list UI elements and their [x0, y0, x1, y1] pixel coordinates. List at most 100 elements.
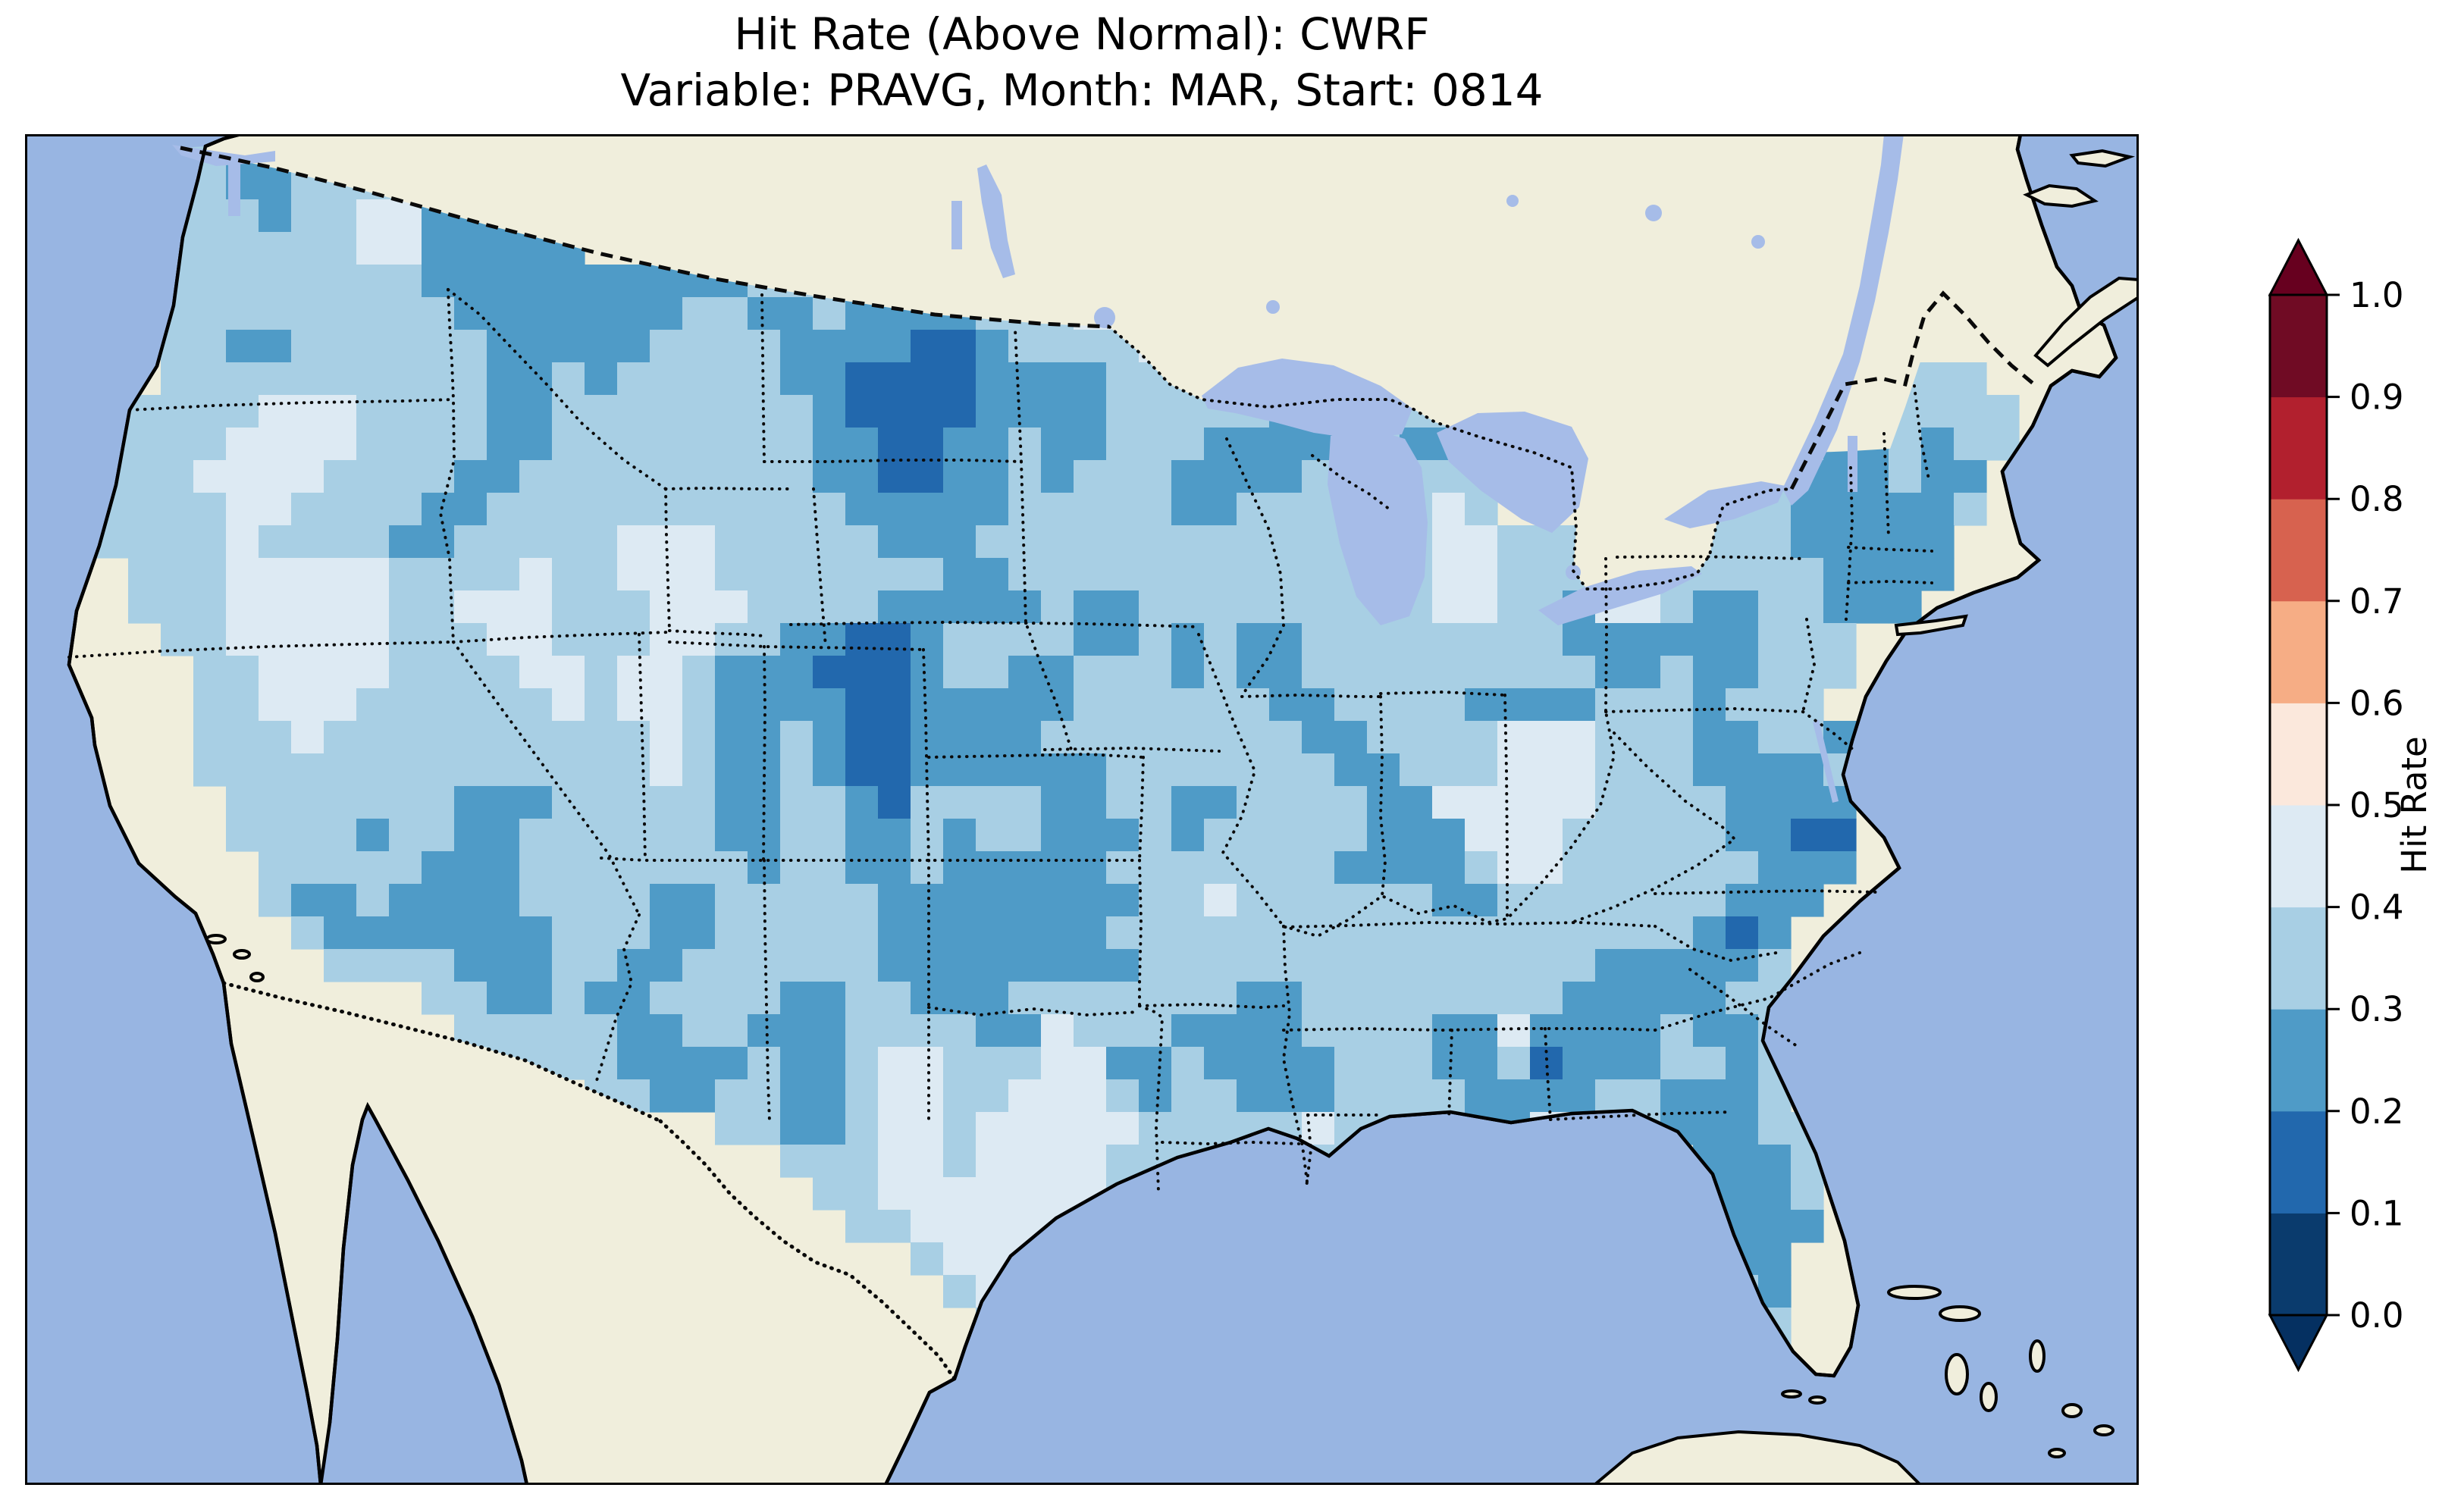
heatmap-cell	[324, 525, 357, 559]
heatmap-cell	[650, 395, 683, 428]
heatmap-cell	[324, 199, 357, 233]
heatmap-cell	[324, 297, 357, 330]
heatmap-cell	[1041, 330, 1074, 363]
heatmap-cell	[1400, 949, 1433, 982]
heatmap-cell	[748, 493, 781, 526]
heatmap-cell	[682, 721, 716, 754]
heatmap-cell	[1726, 949, 1759, 982]
heatmap-cell	[1171, 1079, 1205, 1113]
heatmap-cell	[1041, 590, 1074, 624]
heatmap-cell	[1530, 525, 1563, 559]
heatmap-cell	[1595, 623, 1629, 656]
heatmap-cell	[1497, 721, 1531, 754]
heatmap-cell	[585, 590, 618, 624]
heatmap-cell	[878, 1014, 911, 1048]
heatmap-cell	[911, 1145, 944, 1178]
andros	[1945, 1353, 1969, 1395]
bahama-island	[2048, 1448, 2066, 1458]
heatmap-cell	[291, 265, 324, 298]
heatmap-cell	[1237, 1047, 1270, 1080]
heatmap-cell	[1237, 884, 1270, 917]
heatmap-cell	[1563, 753, 1596, 787]
heatmap-cell	[1563, 623, 1596, 656]
heatmap-cell	[1269, 1047, 1303, 1080]
heatmap-cell	[1595, 949, 1629, 982]
heatmap-cell	[878, 362, 911, 396]
heatmap-cell	[1726, 884, 1759, 917]
heatmap-cell	[356, 525, 390, 559]
heatmap-cell	[1497, 1079, 1531, 1113]
heatmap-cell	[878, 688, 911, 722]
heatmap-cell	[878, 656, 911, 689]
heatmap-cell	[389, 721, 422, 754]
heatmap-cell	[585, 297, 618, 330]
heatmap-cell	[422, 753, 455, 787]
heatmap-cell	[878, 330, 911, 363]
heatmap-cell	[389, 590, 422, 624]
heatmap-cell	[1497, 982, 1531, 1015]
heatmap-cell	[1008, 819, 1042, 852]
heatmap-cell	[291, 884, 324, 917]
heatmap-cell	[1856, 590, 1889, 624]
heatmap-cell	[389, 232, 422, 265]
heatmap-cell	[259, 656, 292, 689]
heatmap-cell	[487, 721, 520, 754]
heatmap-cell	[1497, 1014, 1531, 1048]
heatmap-cell	[1041, 1177, 1074, 1211]
heatmap-cell	[161, 362, 194, 396]
heatmap-cell	[193, 590, 227, 624]
heatmap-cell	[1106, 949, 1140, 982]
heatmap-cell	[1269, 525, 1303, 559]
heatmap-cell	[650, 819, 683, 852]
heatmap-cell	[422, 884, 455, 917]
heatmap-cell	[1954, 460, 1987, 493]
heatmap-cell	[1465, 688, 1498, 722]
heatmap-cell	[1758, 525, 1792, 559]
heatmap-cell	[1237, 1014, 1270, 1048]
heatmap-cell	[1171, 558, 1205, 591]
heatmap-cell	[585, 1014, 618, 1048]
heatmap-cell	[324, 330, 357, 363]
colorbar-bin	[2270, 805, 2327, 908]
heatmap-cell	[1106, 851, 1140, 885]
heatmap-cell	[911, 916, 944, 950]
heatmap-cell	[976, 721, 1009, 754]
heatmap-cell	[422, 688, 455, 722]
heatmap-cell	[324, 819, 357, 852]
heatmap-cell	[1106, 753, 1140, 787]
heatmap-cell	[617, 330, 650, 363]
heatmap-cell	[454, 297, 487, 330]
heatmap-cell	[1595, 656, 1629, 689]
heatmap-cell	[1302, 1079, 1335, 1113]
heatmap-cell	[650, 558, 683, 591]
heatmap-cell	[389, 525, 422, 559]
heatmap-cell	[291, 590, 324, 624]
heatmap-cell	[845, 1112, 879, 1145]
heatmap-cell	[1791, 1210, 1824, 1243]
heatmap-cell	[682, 819, 716, 852]
heatmap-cell	[1204, 525, 1237, 559]
heatmap-cell	[291, 297, 324, 330]
heatmap-cell	[813, 428, 846, 461]
heatmap-cell	[845, 916, 879, 950]
heatmap-cell	[585, 623, 618, 656]
heatmap-cell	[454, 982, 487, 1015]
heatmap-cell	[1204, 1014, 1237, 1048]
heatmap-cell	[1563, 982, 1596, 1015]
heatmap-cell	[845, 819, 879, 852]
map-border	[25, 134, 2139, 1485]
heatmap-cell	[1823, 558, 1857, 591]
heatmap-cell	[1823, 590, 1857, 624]
heatmap-cell	[585, 916, 618, 950]
heatmap-cell	[1237, 851, 1270, 885]
heatmap-cell	[1400, 753, 1433, 787]
heatmap-cell	[1269, 688, 1303, 722]
islands	[205, 149, 2139, 1485]
heatmap-cell	[943, 1112, 977, 1145]
heatmap-cell	[1041, 916, 1074, 950]
heatmap-cell	[1237, 460, 1270, 493]
heatmap-cell	[617, 395, 650, 428]
heatmap-cell	[1563, 1014, 1596, 1048]
heatmap-cell	[585, 851, 618, 885]
heatmap-cell	[356, 297, 390, 330]
